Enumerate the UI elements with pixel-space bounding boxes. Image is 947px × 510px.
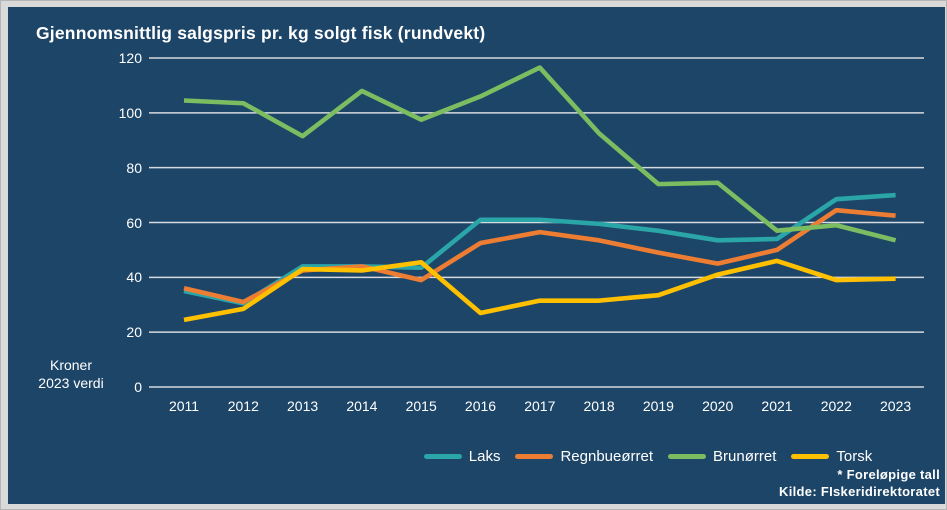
footnote: * Foreløpige tall Kilde: FIskeridirektor…: [779, 466, 940, 500]
x-tick-label-2019: 2019: [642, 398, 674, 414]
x-tick-label-2017: 2017: [524, 398, 556, 414]
series-line-regnbueørret: [183, 207, 896, 305]
x-tick-label-2015: 2015: [405, 398, 437, 414]
legend-label-brunørret: Brunørret: [713, 448, 777, 465]
y-tick-label-60: 60: [126, 214, 142, 231]
legend-label-regnbueørret: Regnbueørret: [560, 448, 654, 465]
legend-swatch-brunørret: [668, 454, 707, 459]
x-tick-label-2013: 2013: [287, 398, 319, 414]
legend-item-laks: Laks: [423, 448, 501, 465]
y-tick-label-100: 100: [118, 104, 142, 121]
chart-panel: Gjennomsnittlig salgspris pr. kg solgt f…: [8, 7, 945, 504]
y-tick-label-80: 80: [126, 159, 142, 176]
y-axis-unit-line1: Kroner: [49, 357, 93, 373]
series-line-brunørret: [183, 65, 897, 243]
chart-legend: Laks Regnbueørret Brunørret Torsk: [348, 448, 946, 465]
legend-label-torsk: Torsk: [836, 448, 873, 465]
y-tick-label-0: 0: [134, 379, 142, 395]
y-tick-label-120: 120: [118, 50, 142, 66]
footnote-source: Kilde: FIskeridirektoratet: [779, 484, 940, 499]
y-tick-label-40: 40: [126, 269, 142, 286]
x-tick-label-2020: 2020: [702, 398, 734, 414]
series-line-torsk: [183, 258, 896, 323]
x-tick-label-2018: 2018: [583, 398, 615, 414]
legend-swatch-laks: [423, 454, 462, 459]
legend-swatch-regnbueørret: [515, 454, 554, 459]
legend-item-torsk: Torsk: [791, 448, 872, 465]
y-axis-unit-label: Kroner 2023 verdi: [22, 356, 120, 392]
x-tick-label-2023: 2023: [880, 398, 912, 414]
y-axis-unit-line2: 2023 verdi: [38, 375, 104, 391]
x-tick-label-2014: 2014: [346, 398, 378, 414]
x-tick-label-2021: 2021: [761, 398, 793, 414]
legend-item-regnbueørret: Regnbueørret: [515, 448, 653, 465]
x-tick-label-2016: 2016: [464, 398, 497, 414]
footnote-preliminary-note: * Foreløpige tall: [837, 467, 940, 482]
line-chart: [149, 57, 924, 388]
legend-item-brunørret: Brunørret: [668, 448, 776, 465]
x-tick-label-2022: 2022: [820, 398, 852, 414]
legend-swatch-torsk: [791, 454, 830, 459]
series-line-laks: [183, 192, 896, 306]
legend-label-laks: Laks: [468, 448, 501, 465]
x-tick-label-2012: 2012: [227, 398, 259, 414]
x-tick-label-2011: 2011: [168, 398, 200, 414]
chart-title: Gjennomsnittlig salgspris pr. kg solgt f…: [36, 23, 486, 43]
y-tick-label-20: 20: [126, 324, 142, 341]
